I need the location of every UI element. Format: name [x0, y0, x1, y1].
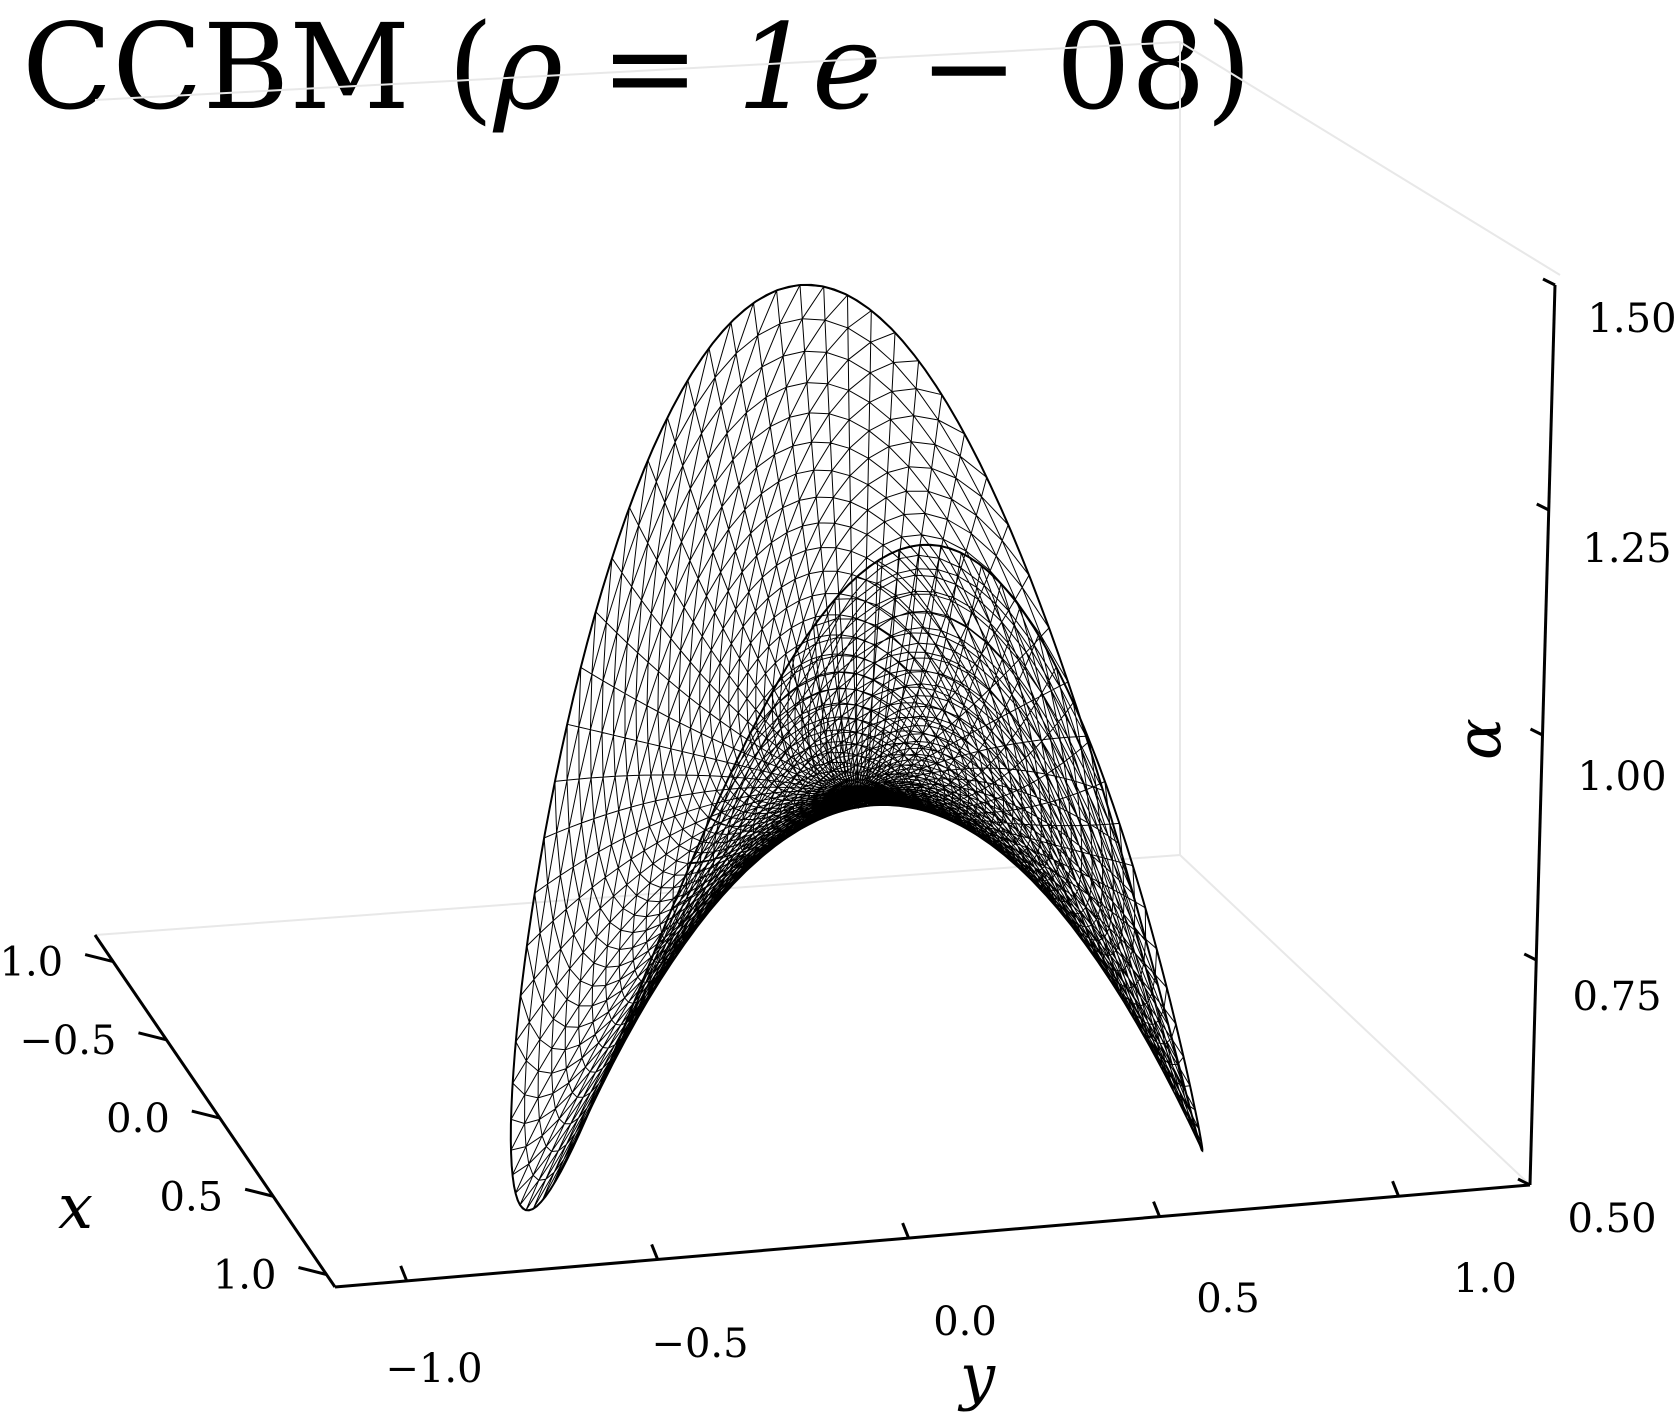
y-tick	[399, 1265, 409, 1282]
z-tick-label: 1.50	[1587, 296, 1676, 342]
x-tick	[191, 1109, 221, 1120]
z-tick	[1536, 502, 1550, 512]
y-tick-label: −0.5	[651, 1321, 748, 1367]
z-tick-label: 1.00	[1577, 754, 1666, 800]
y-tick-label: 1.0	[1453, 1256, 1517, 1302]
x-tick-label: −0.5	[19, 1018, 116, 1064]
x-tick	[84, 953, 114, 964]
pane-edge	[1179, 854, 1531, 1186]
chart-title: CCBM (ρ = 1e − 08)	[22, 0, 1252, 136]
x-tick	[138, 1031, 167, 1042]
x-tick-label: 0.0	[106, 1096, 170, 1142]
pane-edge	[94, 41, 1181, 101]
z-tick	[1517, 1177, 1531, 1187]
x-axis-line	[93, 934, 337, 1288]
y-tick	[1152, 1201, 1161, 1218]
z-tick	[1542, 277, 1556, 287]
z-tick-label: 0.50	[1567, 1196, 1656, 1242]
z-tick-label: 1.25	[1582, 526, 1671, 572]
y-axis-line	[334, 1183, 1531, 1289]
tick-marks	[84, 277, 1556, 1282]
surface-mesh	[509, 283, 1204, 1212]
y-axis-label: y	[957, 1340, 996, 1413]
z-axis-label: α	[1442, 718, 1515, 760]
z-tick	[1529, 727, 1544, 737]
y-tick	[650, 1243, 660, 1261]
tick-labels: −1.0 −0.5 0.0 0.5 1.0 −1.0 −0.5 0.0 0.5 1.0 1.50 1.…	[0, 296, 1677, 1392]
x-tick	[244, 1187, 274, 1198]
x-tick	[298, 1266, 327, 1276]
surface-boundary	[509, 283, 1204, 1212]
pane-edge	[1179, 41, 1561, 276]
x-tick-label: 1.0	[213, 1252, 277, 1298]
z-tick	[1523, 952, 1537, 962]
x-tick-label: 0.5	[160, 1174, 224, 1220]
y-tick	[901, 1222, 910, 1239]
x-tick-label: −1.0	[0, 940, 63, 986]
y-tick-label: −1.0	[385, 1346, 482, 1392]
y-tick	[1391, 1180, 1400, 1197]
x-axis-label: x	[58, 1170, 93, 1243]
mesh-wireframe	[510, 284, 1203, 1211]
z-tick-label: 0.75	[1572, 974, 1661, 1020]
y-tick-label: 0.5	[1196, 1276, 1260, 1322]
y-tick-label: 0.0	[933, 1299, 997, 1345]
